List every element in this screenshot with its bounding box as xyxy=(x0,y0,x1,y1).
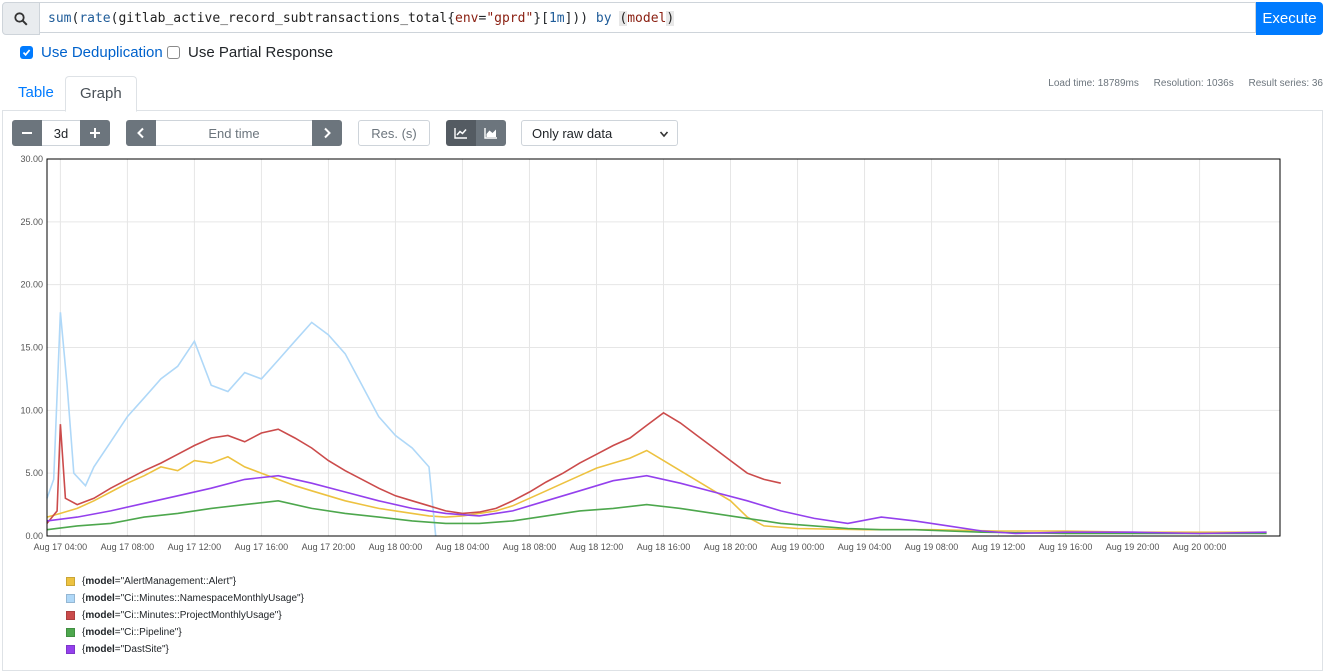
legend-item[interactable]: {model="Ci::Pipeline"} xyxy=(66,624,304,641)
x-tick-label: Aug 17 08:00 xyxy=(101,542,155,552)
legend-swatch xyxy=(66,628,75,637)
legend-swatch xyxy=(66,594,75,603)
query-by: by xyxy=(595,11,612,26)
x-tick-label: Aug 18 00:00 xyxy=(369,542,423,552)
legend-swatch xyxy=(66,645,75,654)
x-tick-label: Aug 19 00:00 xyxy=(771,542,825,552)
query-group-label: model xyxy=(627,11,667,26)
x-axis: Aug 17 04:00 Aug 17 08:00 Aug 17 12:00 Aug … xyxy=(34,542,1227,552)
legend-item[interactable]: {model="Ci::Minutes::ProjectMonthlyUsage… xyxy=(66,607,304,624)
end-time-control: End time xyxy=(126,120,342,146)
execute-button[interactable]: Execute xyxy=(1256,2,1323,35)
legend-label: {model="Ci::Minutes::ProjectMonthlyUsage… xyxy=(82,610,282,621)
x-tick-label: Aug 19 04:00 xyxy=(838,542,892,552)
dedup-label: Use Deduplication xyxy=(41,44,163,61)
series-line-2[interactable] xyxy=(46,411,781,524)
legend-item[interactable]: {model="Ci::Minutes::NamespaceMonthlyUsa… xyxy=(66,590,304,607)
x-tick-label: Aug 17 04:00 xyxy=(34,542,88,552)
tab-table[interactable]: Table xyxy=(18,84,54,101)
y-tick-label: 15.00 xyxy=(20,343,43,353)
plus-icon[interactable] xyxy=(80,120,110,146)
x-tick-label: Aug 18 16:00 xyxy=(637,542,691,552)
y-tick-label: 30.00 xyxy=(20,154,43,164)
graph-chart[interactable]: 30.00 25.00 20.00 15.00 10.00 5.00 0.00 Aug 17… xyxy=(0,150,1329,560)
legend-label: {model="AlertManagement::Alert"} xyxy=(82,576,237,587)
query-range: 1m xyxy=(548,11,565,26)
query-label-value: "gprd" xyxy=(486,11,534,26)
y-tick-label: 5.00 xyxy=(25,468,43,478)
query-label-key: env xyxy=(455,11,479,26)
tab-bar: Table Graph xyxy=(2,76,1323,112)
series-line-4[interactable] xyxy=(46,474,1267,535)
end-time-input[interactable]: End time xyxy=(156,120,312,146)
series-line-1[interactable] xyxy=(46,312,437,537)
x-tick-label: Aug 18 12:00 xyxy=(570,542,624,552)
x-tick-label: Aug 19 16:00 xyxy=(1039,542,1093,552)
y-tick-label: 25.00 xyxy=(20,217,43,227)
y-axis: 30.00 25.00 20.00 15.00 10.00 5.00 0.00 xyxy=(20,154,43,541)
query-fn-rate: rate xyxy=(79,11,111,26)
x-tick-label: Aug 19 08:00 xyxy=(905,542,959,552)
x-tick-label: Aug 18 04:00 xyxy=(436,542,490,552)
range-input[interactable]: 3d xyxy=(42,120,80,146)
downsampling-select[interactable]: Only raw data xyxy=(521,120,678,146)
x-tick-label: Aug 17 16:00 xyxy=(235,542,289,552)
chevron-left-icon[interactable] xyxy=(126,120,156,146)
legend-label: {model="Ci::Minutes::NamespaceMonthlyUsa… xyxy=(82,593,304,604)
query-fn-sum: sum xyxy=(48,11,72,26)
query-bar: sum(rate(gitlab_active_record_subtransac… xyxy=(2,2,1323,35)
legend-swatch xyxy=(66,611,75,620)
search-icon[interactable] xyxy=(2,2,40,35)
load-time: Load time: 18789ms xyxy=(1048,78,1139,89)
legend-item[interactable]: {model="AlertManagement::Alert"} xyxy=(66,573,304,590)
x-tick-label: Aug 18 20:00 xyxy=(704,542,758,552)
minus-icon[interactable] xyxy=(12,120,42,146)
legend-label: {model="Ci::Pipeline"} xyxy=(82,627,182,638)
resolution-input[interactable]: Res. (s) xyxy=(358,120,430,146)
query-input[interactable]: sum(rate(gitlab_active_record_subtransac… xyxy=(40,2,1256,33)
series-line-0[interactable] xyxy=(46,449,1267,533)
dedup-option[interactable]: Use Deduplication xyxy=(20,44,163,61)
partial-label: Use Partial Response xyxy=(188,44,334,61)
series-lines xyxy=(46,312,1267,537)
query-metric: gitlab_active_record_subtransactions_tot… xyxy=(118,11,448,26)
dedup-checkbox[interactable] xyxy=(20,46,33,59)
plot-border xyxy=(46,158,1281,537)
area-chart-icon[interactable] xyxy=(476,120,506,146)
legend-swatch xyxy=(66,577,75,586)
tab-graph[interactable]: Graph xyxy=(65,76,137,112)
chevron-down-icon xyxy=(659,131,669,138)
x-tick-label: Aug 19 20:00 xyxy=(1106,542,1160,552)
partial-checkbox[interactable] xyxy=(167,46,180,59)
chevron-right-icon[interactable] xyxy=(312,120,342,146)
y-tick-label: 20.00 xyxy=(20,280,43,290)
x-tick-label: Aug 19 12:00 xyxy=(972,542,1026,552)
legend: {model="AlertManagement::Alert"}{model="… xyxy=(66,573,304,658)
x-tick-label: Aug 20 00:00 xyxy=(1173,542,1227,552)
legend-label: {model="DastSite"} xyxy=(82,644,169,655)
x-tick-label: Aug 18 08:00 xyxy=(503,542,557,552)
line-chart-icon[interactable] xyxy=(446,120,476,146)
x-tick-label: Aug 17 20:00 xyxy=(302,542,356,552)
stack-toggle xyxy=(446,120,506,146)
y-tick-label: 10.00 xyxy=(20,405,43,415)
series-line-3[interactable] xyxy=(46,499,1267,535)
range-control: 3d xyxy=(12,120,110,146)
x-tick-label: Aug 17 12:00 xyxy=(168,542,222,552)
result-series: Result series: 36 xyxy=(1248,78,1323,89)
legend-item[interactable]: {model="DastSite"} xyxy=(66,641,304,658)
downsampling-value: Only raw data xyxy=(532,125,613,141)
partial-option[interactable]: Use Partial Response xyxy=(167,44,333,61)
query-stats: Load time: 18789ms Resolution: 1036s Res… xyxy=(1036,78,1323,89)
y-tick-label: 0.00 xyxy=(25,531,43,541)
resolution-stat: Resolution: 1036s xyxy=(1153,78,1234,89)
